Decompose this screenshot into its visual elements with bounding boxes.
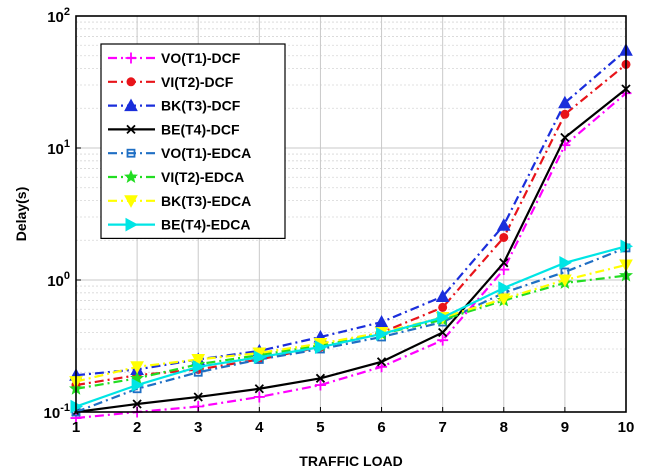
data-point bbox=[314, 340, 328, 354]
data-point bbox=[315, 373, 326, 383]
data-point bbox=[376, 357, 387, 367]
series-layer bbox=[68, 43, 634, 424]
series-line bbox=[75, 92, 627, 420]
legend-label: VO(T1)-DCF bbox=[161, 50, 241, 66]
data-point bbox=[498, 281, 511, 295]
data-point bbox=[560, 132, 570, 143]
legend-marker bbox=[126, 148, 136, 158]
x-tick-label: 10 bbox=[618, 419, 635, 436]
series-group bbox=[70, 87, 632, 424]
data-point bbox=[498, 264, 510, 276]
legend-marker bbox=[126, 124, 136, 135]
data-point bbox=[131, 378, 145, 392]
data-point bbox=[376, 361, 388, 373]
legend-marker bbox=[123, 169, 139, 183]
tick-layer: 1 2 3 4 5 6 7 8 9 10 10-1 100 101 102 bbox=[44, 6, 635, 436]
legend-marker bbox=[125, 217, 139, 232]
series-line bbox=[75, 245, 627, 408]
y-tick-label: 101 bbox=[47, 138, 70, 158]
legend-marker bbox=[124, 195, 138, 208]
data-point bbox=[130, 361, 144, 374]
data-point bbox=[496, 293, 511, 306]
data-point bbox=[559, 255, 572, 270]
data-point bbox=[132, 399, 142, 409]
data-point bbox=[499, 258, 509, 268]
legend-label: BK(T3)-DCF bbox=[161, 98, 241, 114]
data-point bbox=[130, 370, 145, 385]
legend-marker bbox=[124, 98, 138, 112]
data-point bbox=[499, 232, 509, 242]
legend-label: VI(T2)-DCF bbox=[161, 74, 234, 90]
data-point bbox=[191, 353, 206, 367]
x-tick-label: 5 bbox=[316, 419, 324, 436]
series-line bbox=[75, 63, 627, 387]
x-tick-label: 3 bbox=[194, 419, 202, 436]
x-tick-label: 7 bbox=[438, 419, 446, 436]
x-tick-label: 2 bbox=[133, 419, 141, 436]
data-point bbox=[70, 412, 82, 424]
data-point bbox=[253, 391, 265, 403]
data-point bbox=[192, 359, 206, 374]
data-point bbox=[437, 334, 449, 346]
legend-marker bbox=[125, 52, 137, 64]
x-tick-label: 9 bbox=[561, 419, 569, 436]
legend-label: BK(T3)-EDCA bbox=[161, 193, 251, 209]
series-line bbox=[75, 88, 627, 414]
data-point bbox=[558, 274, 572, 288]
data-point bbox=[437, 310, 450, 325]
x-tick-label: 8 bbox=[500, 419, 508, 436]
x-axis-title: TRAFFIC LOAD bbox=[299, 453, 402, 469]
legend: VO(T1)-DCF VI(T2)-DCF BK(T3)-DCF BE(T4)-DCF… bbox=[100, 43, 286, 239]
y-axis-title: Delay(s) bbox=[13, 187, 29, 241]
legend-marker bbox=[126, 77, 136, 87]
data-point bbox=[435, 289, 450, 302]
data-point bbox=[254, 384, 264, 394]
series-line bbox=[75, 246, 627, 414]
legend-label: VI(T2)-EDCA bbox=[161, 169, 244, 185]
data-point bbox=[314, 379, 326, 391]
series-line bbox=[75, 49, 627, 377]
data-point bbox=[438, 327, 448, 338]
legend-label: VO(T1)-EDCA bbox=[161, 145, 251, 161]
data-point bbox=[560, 109, 570, 119]
y-tick-label: 10-1 bbox=[44, 402, 70, 422]
x-tick-label: 6 bbox=[377, 419, 385, 436]
x-tick-label: 4 bbox=[255, 419, 264, 436]
data-point bbox=[253, 350, 267, 365]
legend-label: BE(T4)-EDCA bbox=[161, 217, 250, 233]
plot-frame bbox=[75, 15, 627, 413]
x-tick-label: 1 bbox=[72, 419, 80, 436]
y-tick-label: 102 bbox=[47, 6, 70, 26]
y-tick-label: 100 bbox=[47, 270, 70, 290]
data-point bbox=[376, 327, 389, 341]
data-point bbox=[193, 392, 203, 402]
data-point bbox=[496, 218, 511, 231]
series-group bbox=[71, 84, 631, 417]
data-point bbox=[438, 302, 448, 312]
data-point bbox=[558, 95, 572, 109]
legend-label: BE(T4)-DCF bbox=[161, 121, 240, 137]
